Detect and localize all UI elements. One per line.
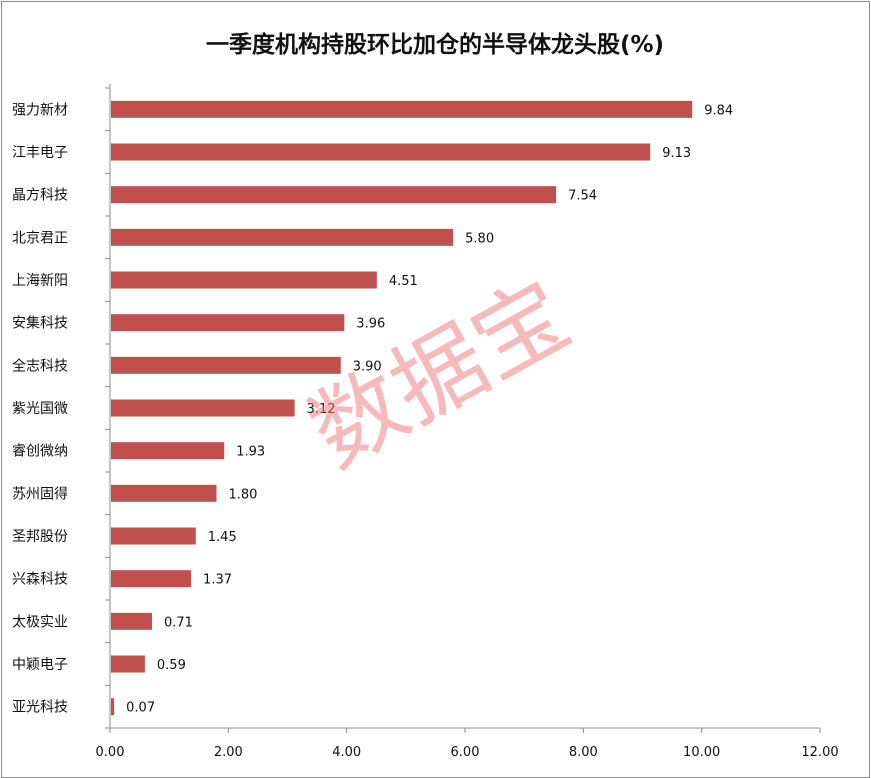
bar-group: 全志科技 3.90 [12,356,382,374]
category-label: 上海新阳 [12,273,68,289]
value-label: 5.80 [465,231,494,246]
x-axis: 0.00 2.00 4.00 6.00 8.00 10.00 12.00 [96,84,839,760]
value-label: 0.07 [126,701,155,716]
bar-group: 中颖电子 0.59 [12,655,186,673]
bar [111,356,341,374]
category-label: 晶方科技 [12,188,68,204]
category-label: 苏州固得 [12,485,68,502]
bar [111,655,145,673]
bar [111,442,225,460]
x-tick-label: 12.00 [801,745,838,760]
bar-group: 晶方科技 7.54 [12,186,597,204]
bar-group: 安集科技 3.96 [12,314,385,332]
chart-title: 一季度机构持股环比加仓的半导体龙头股(%) [206,31,664,58]
x-tick-label: 0.00 [96,745,125,760]
value-label: 0.59 [157,658,186,673]
x-tick-label: 6.00 [451,745,480,760]
category-label: 兴森科技 [12,572,68,588]
category-label: 全志科技 [12,357,68,374]
bar-group: 江丰电子 9.13 [12,143,691,161]
bar [111,399,295,417]
category-label: 江丰电子 [12,145,68,161]
bar [111,143,651,161]
bar-group: 紫光国微 3.12 [12,399,336,417]
watermark: 数据宝 [293,261,586,488]
bar-group: 苏州固得 1.80 [12,484,258,502]
value-label: 9.84 [704,103,733,118]
value-label: 3.96 [356,317,385,332]
bar-group: 上海新阳 4.51 [12,271,418,289]
bar-group: 圣邦股份 1.45 [12,527,237,545]
bar-group: 兴森科技 1.37 [12,570,232,588]
category-label: 紫光国微 [12,401,68,417]
x-tick-label: 2.00 [214,745,243,760]
x-tick-label: 4.00 [332,745,361,760]
bar-group: 太极实业 0.71 [12,612,193,630]
bar [111,698,115,716]
category-label: 北京君正 [12,230,68,246]
value-label: 3.90 [353,359,382,374]
value-label: 3.12 [307,402,336,417]
value-label: 4.51 [389,274,418,289]
bar-group: 北京君正 5.80 [12,228,494,246]
value-label: 1.93 [236,445,265,460]
bar [111,186,557,204]
value-label: 7.54 [568,189,597,204]
value-label: 1.80 [229,487,258,502]
bar-group: 强力新材 9.84 [12,100,733,118]
x-tick-label: 10.00 [683,745,720,760]
bar [111,314,345,332]
category-label: 亚光科技 [12,700,68,716]
category-label: 睿创微纳 [12,444,68,460]
bar [111,228,454,246]
category-label: 中颖电子 [12,657,68,673]
bar [111,271,377,289]
bars-layer: 强力新材 9.84 江丰电子 9.13 晶方科技 7.54 北京君正 5.80 上海新阳 4.51… [12,100,733,716]
category-label: 太极实业 [12,614,68,630]
category-label: 圣邦股份 [12,529,68,545]
category-label: 强力新材 [12,102,68,118]
bar [111,100,693,118]
x-tick-label: 8.00 [569,745,598,760]
value-label: 9.13 [662,146,691,161]
category-label: 安集科技 [12,315,68,332]
bar [111,527,196,545]
bar-group: 亚光科技 0.07 [12,698,155,716]
bar-group: 睿创微纳 1.93 [12,442,265,460]
bar [111,612,153,630]
bar [111,484,217,502]
value-label: 1.45 [208,530,237,545]
bar [111,570,192,588]
value-label: 0.71 [164,615,193,630]
value-label: 1.37 [203,573,232,588]
